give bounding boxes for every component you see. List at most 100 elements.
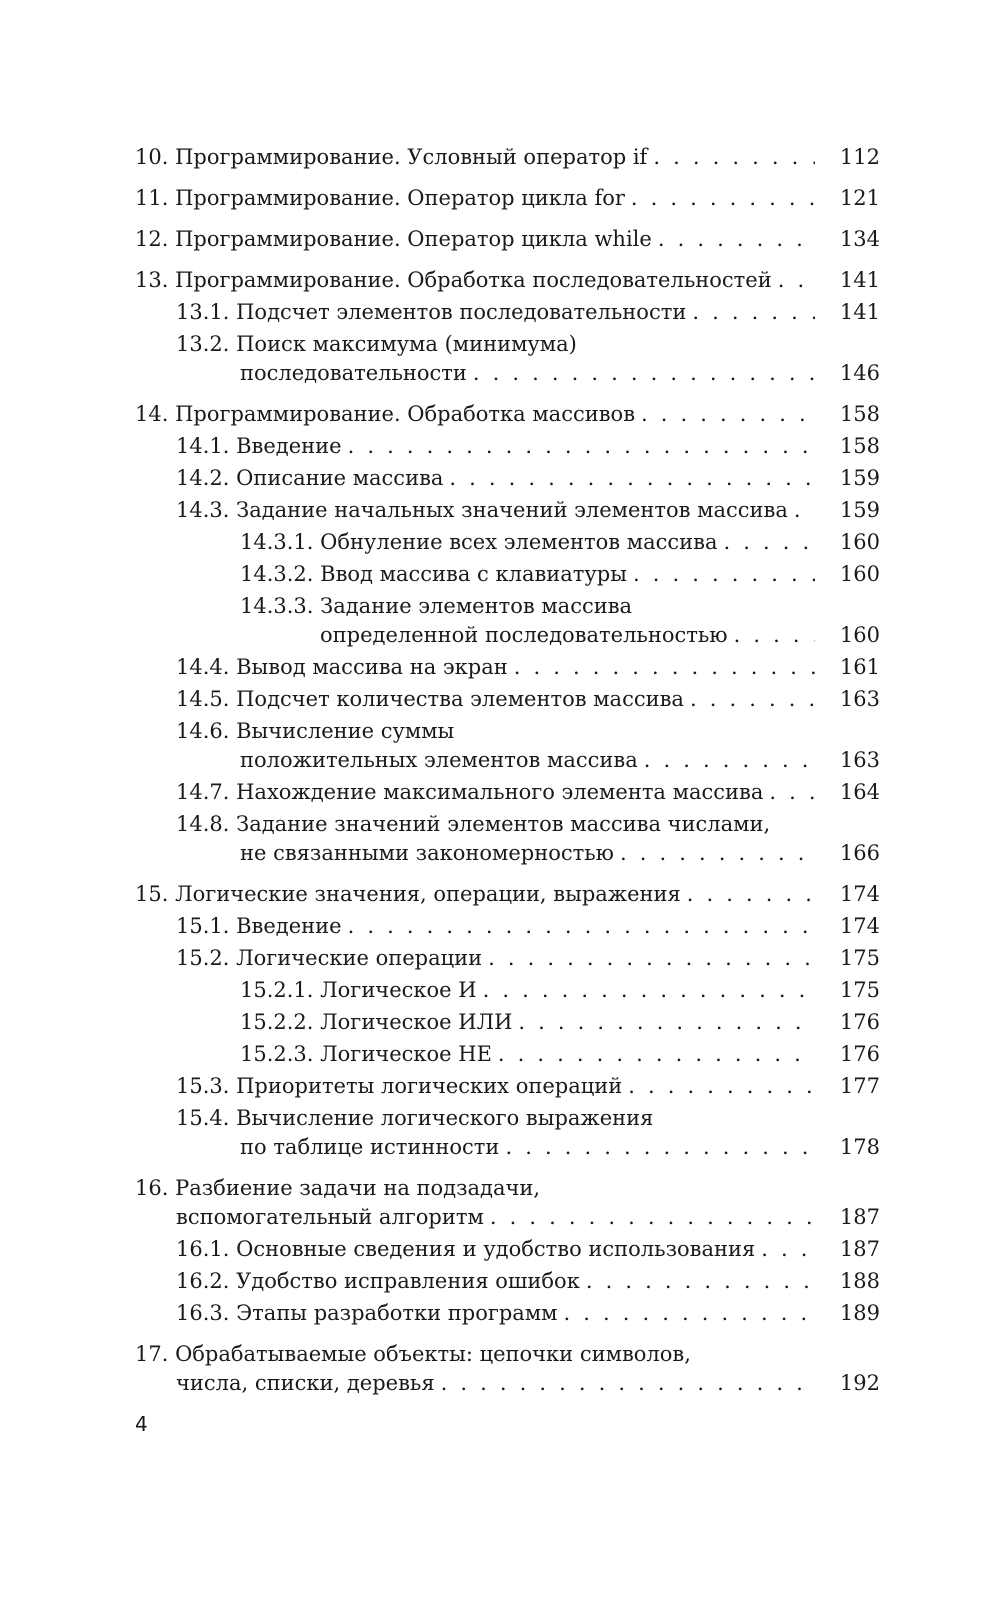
toc-entry-page: 174 (839, 882, 880, 906)
toc-entry-page: 175 (839, 946, 880, 970)
toc-entry: 16.3. Этапы разработки программ 189 (0, 1299, 880, 1328)
toc-entry-title: 14.6. Вычисление суммы (176, 719, 455, 743)
toc-entry: 14.6. Вычисление суммы положительных элем… (0, 717, 880, 775)
dot-leader (681, 880, 815, 909)
toc-entry-title-line: положительных элементов массива (240, 746, 815, 775)
toc-entry: 15.2.3. Логическое НЕ 176 (0, 1040, 880, 1069)
toc-entry-title-line: 11. Программирование. Оператор цикла for (135, 184, 815, 213)
toc-entry-title-line: 15.1. Введение (176, 912, 815, 941)
toc-entry: 14.3.1. Обнуление всех элементов массива… (0, 528, 880, 557)
toc-entry-title-line: 13. Программирование. Обработка последов… (135, 266, 815, 295)
toc-entry-page: 187 (839, 1237, 880, 1261)
toc-entry-title-line: определенной последовательностью (320, 621, 815, 650)
toc-entry-page: 112 (839, 145, 880, 169)
toc-entry-title: 15.2.2. Логическое ИЛИ (240, 1010, 513, 1034)
toc-entry-title: 14.3.2. Ввод массива с клавиатуры (240, 562, 627, 586)
toc-entry-title-line: 16. Разбиение задачи на подзадачи, (135, 1174, 880, 1203)
toc-entry-title-line: 14.5. Подсчет количества элементов масси… (176, 685, 815, 714)
toc-entry-title-line: 12. Программирование. Оператор цикла whi… (135, 225, 815, 254)
toc-entry-page: 192 (839, 1371, 880, 1395)
toc-entry: 14.2. Описание массива 159 (0, 464, 880, 493)
toc-entry: 16. Разбиение задачи на подзадачи, вспомо… (0, 1174, 880, 1232)
toc-entry-page: 164 (839, 780, 880, 804)
toc-entry-title-line: 16.3. Этапы разработки программ (176, 1299, 815, 1328)
toc-entry: 15.3. Приоритеты логических операций 177 (0, 1072, 880, 1101)
toc-entry-title-line: вспомогательный алгоритм (176, 1203, 815, 1232)
toc-entry-title: 11. Программирование. Оператор цикла for (135, 186, 625, 210)
toc-entry-page: 166 (839, 841, 880, 865)
toc-entry-title-line: 14.3.1. Обнуление всех элементов массива (240, 528, 815, 557)
toc-entry-page: 158 (839, 402, 880, 426)
toc-entry-title: 12. Программирование. Оператор цикла whi… (135, 227, 652, 251)
toc-entry-title-line: 15.3. Приоритеты логических операций (176, 1072, 815, 1101)
toc-entry-title-line: 10. Программирование. Условный оператор … (135, 143, 815, 172)
toc-entry-title: 14.3. Задание начальных значений элемент… (176, 498, 788, 522)
toc-entry-title: числа, списки, деревья (176, 1371, 435, 1395)
dot-leader (342, 432, 815, 461)
toc-entry-title-line: 16.1. Основные сведения и удобство испол… (176, 1235, 815, 1264)
toc-entry-title: 15.2.3. Логическое НЕ (240, 1042, 492, 1066)
toc-entry-title: 14.3.3. Задание элементов массива (240, 594, 633, 618)
toc-entry-page: 121 (839, 186, 880, 210)
toc-entry-title: 10. Программирование. Условный оператор … (135, 145, 648, 169)
toc-entry: 14.3.2. Ввод массива с клавиатуры 160 (0, 560, 880, 589)
toc-entry: 16.2. Удобство исправления ошибок 188 (0, 1267, 880, 1296)
toc-entry-title: определенной последовательностью (320, 623, 728, 647)
toc-entry-title: 17. Обрабатываемые объекты: цепочки симв… (135, 1342, 691, 1366)
toc-entry-page: 188 (839, 1269, 880, 1293)
toc-entry-title-line: 13.2. Поиск максимума (минимума) (176, 330, 880, 359)
dot-leader (652, 225, 815, 254)
toc-entry-title-line: 15.4. Вычисление логического выражения (176, 1104, 880, 1133)
toc-entry: 14.4. Вывод массива на экран 161 (0, 653, 880, 682)
toc-entry: 14.7. Нахождение максимального элемента … (0, 778, 880, 807)
toc-entry-title: 16.1. Основные сведения и удобство испол… (176, 1237, 756, 1261)
toc-entry-title-line: последовательности (240, 359, 815, 388)
toc-entry-title: 14.4. Вывод массива на экран (176, 655, 508, 679)
dot-leader (508, 653, 815, 682)
page-number: 4 (135, 1412, 148, 1436)
toc-entry: 14. Программирование. Обработка массивов… (0, 400, 880, 429)
toc-entry-page: 178 (839, 1135, 880, 1159)
toc-entry-page: 189 (839, 1301, 880, 1325)
toc-entry: 14.3.3. Задание элементов массива определ… (0, 592, 880, 650)
toc-entry-page: 160 (839, 623, 880, 647)
toc-entry-title: 14.5. Подсчет количества элементов масси… (176, 687, 684, 711)
toc-entry-title: 14.8. Задание значений элементов массива… (176, 812, 771, 836)
toc-entry: 14.5. Подсчет количества элементов масси… (0, 685, 880, 714)
toc-entry: 14.3. Задание начальных значений элемент… (0, 496, 880, 525)
toc-entry-page: 163 (839, 687, 880, 711)
toc-entry-page: 176 (839, 1042, 880, 1066)
toc-entry-page: 161 (839, 655, 880, 679)
toc-entry-page: 158 (839, 434, 880, 458)
dot-leader (614, 839, 815, 868)
toc-entry-title: 16.2. Удобство исправления ошибок (176, 1269, 580, 1293)
toc-entry-page: 146 (839, 361, 880, 385)
toc-entry-page: 160 (839, 530, 880, 554)
dot-leader (686, 298, 815, 327)
toc-entry-title: 15.3. Приоритеты логических операций (176, 1074, 623, 1098)
toc-entry-title: 16.3. Этапы разработки программ (176, 1301, 558, 1325)
dot-leader (342, 912, 815, 941)
toc-entry-title-line: по таблице истинности (240, 1133, 815, 1162)
toc-entry-title-line: 15. Логические значения, операции, выраж… (135, 880, 815, 909)
toc-entry-title: 15. Логические значения, операции, выраж… (135, 882, 681, 906)
toc-entry: 13. Программирование. Обработка последов… (0, 266, 880, 295)
toc-entry-title: по таблице истинности (240, 1135, 500, 1159)
toc-entry-title-line: 14.2. Описание массива (176, 464, 815, 493)
dot-leader (763, 778, 815, 807)
toc-entry: 15.1. Введение 174 (0, 912, 880, 941)
toc-entry-title: 14. Программирование. Обработка массивов (135, 402, 636, 426)
toc-entry-title: не связанными закономерностью (240, 841, 614, 865)
dot-leader (627, 560, 815, 589)
toc-entry: 15.2.2. Логическое ИЛИ 176 (0, 1008, 880, 1037)
toc-entry-title: 14.7. Нахождение максимального элемента … (176, 780, 764, 804)
toc-entry-title: 16. Разбиение задачи на подзадачи, (135, 1176, 541, 1200)
toc-entry: 14.1. Введение 158 (0, 432, 880, 461)
dot-leader (638, 746, 815, 775)
dot-leader (772, 266, 815, 295)
toc-entry-title-line: 16.2. Удобство исправления ошибок (176, 1267, 815, 1296)
dot-leader (467, 359, 815, 388)
toc-entry-title-line: 14.3.2. Ввод массива с клавиатуры (240, 560, 815, 589)
toc-entry-page: 159 (839, 466, 880, 490)
dot-leader (647, 143, 815, 172)
